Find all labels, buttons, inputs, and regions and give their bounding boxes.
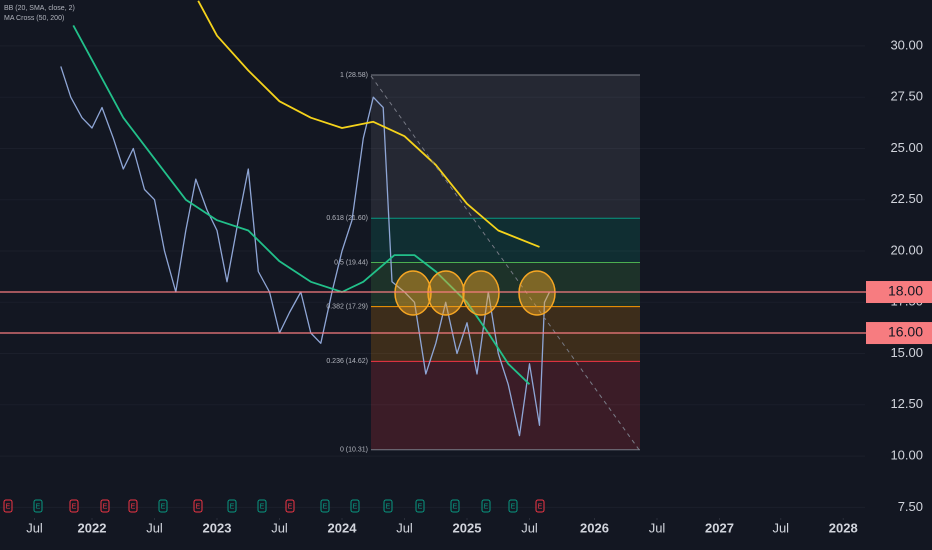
circle	[462, 270, 500, 316]
level-label: 18.00	[888, 283, 923, 299]
event-marker	[227, 499, 237, 513]
fib-label: 0.618 (21.60)	[326, 215, 368, 222]
fib-label: 0.236 (14.62)	[326, 358, 368, 365]
x-tick-label: Jul	[521, 520, 538, 535]
event-marker	[415, 499, 425, 513]
y-tick-label: 20.00	[890, 242, 923, 257]
event-label: E	[103, 503, 108, 510]
indicator-label: MA Cross (50, 200)	[4, 15, 64, 22]
fib-label: 0 (10.31)	[340, 447, 368, 454]
event-marker	[535, 499, 545, 513]
event-label: E	[161, 503, 166, 510]
event-marker	[481, 499, 491, 513]
y-tick-label: 22.50	[890, 191, 923, 206]
event-marker	[285, 499, 295, 513]
indicator-label: BB (20, SMA, close, 2)	[4, 5, 75, 12]
x-tick-label: Jul	[271, 520, 288, 535]
fib-label: 0.5 (19.44)	[334, 259, 368, 266]
fib-zone	[371, 75, 640, 219]
y-tick-label: 30.00	[890, 37, 923, 52]
x-tick-label: Jul	[146, 520, 163, 535]
event-label: E	[418, 503, 423, 510]
series-line	[197, 0, 540, 248]
event-label: E	[230, 503, 235, 510]
fib-label: 0.382 (17.29)	[326, 303, 368, 310]
x-tick-label: 2028	[829, 520, 858, 535]
event-label: E	[36, 503, 41, 510]
event-label: E	[6, 503, 11, 510]
event-marker	[3, 499, 13, 513]
event-marker	[257, 499, 267, 513]
x-tick-label: 2027	[705, 520, 734, 535]
event-label: E	[323, 503, 328, 510]
fib-zone	[371, 262, 640, 307]
level-tag	[866, 281, 932, 304]
event-label: E	[72, 503, 77, 510]
circle	[518, 270, 556, 316]
y-tick-label: 12.50	[890, 396, 923, 411]
event-marker	[33, 499, 43, 513]
event-label: E	[196, 503, 201, 510]
x-tick-label: 2024	[328, 520, 358, 535]
event-label: E	[288, 503, 293, 510]
event-label: E	[453, 503, 458, 510]
x-tick-label: Jul	[26, 520, 43, 535]
circle	[394, 270, 432, 316]
event-marker	[350, 499, 360, 513]
event-label: E	[386, 503, 391, 510]
event-marker	[69, 499, 79, 513]
x-tick-label: Jul	[649, 520, 666, 535]
level-label: 16.00	[888, 324, 923, 340]
x-tick-label: Jul	[772, 520, 789, 535]
event-marker	[193, 499, 203, 513]
event-label: E	[353, 503, 358, 510]
event-label: E	[484, 503, 489, 510]
x-tick-label: 2022	[78, 520, 107, 535]
y-tick-label: 15.00	[890, 345, 923, 360]
x-tick-label: 2025	[453, 520, 482, 535]
y-tick-label: 27.50	[890, 89, 923, 104]
circle	[427, 270, 465, 316]
event-label: E	[538, 503, 543, 510]
highlight-circles	[394, 270, 556, 316]
event-marker	[508, 499, 518, 513]
x-tick-label: Jul	[396, 520, 413, 535]
y-tick-label: 25.00	[890, 140, 923, 155]
fib-zone	[371, 306, 640, 362]
trend-line	[370, 75, 641, 452]
labels: 7.5010.0012.5015.0017.5020.0022.5025.002…	[0, 37, 932, 535]
y-tick-label: 7.50	[898, 499, 923, 514]
event-marker	[100, 499, 110, 513]
x-tick-label: 2026	[580, 520, 609, 535]
event-label: E	[511, 503, 516, 510]
level-tag	[866, 322, 932, 345]
event-marker	[158, 499, 168, 513]
x-tick-label: 2023	[203, 520, 232, 535]
event-marker	[128, 499, 138, 513]
y-tick-label: 10.00	[890, 448, 923, 463]
fib-zones	[0, 45, 865, 520]
event-label: E	[131, 503, 136, 510]
event-marker	[450, 499, 460, 513]
event-marker	[383, 499, 393, 513]
event-marker	[320, 499, 330, 513]
fib-label: 1 (28.58)	[340, 72, 368, 79]
event-label: E	[260, 503, 265, 510]
